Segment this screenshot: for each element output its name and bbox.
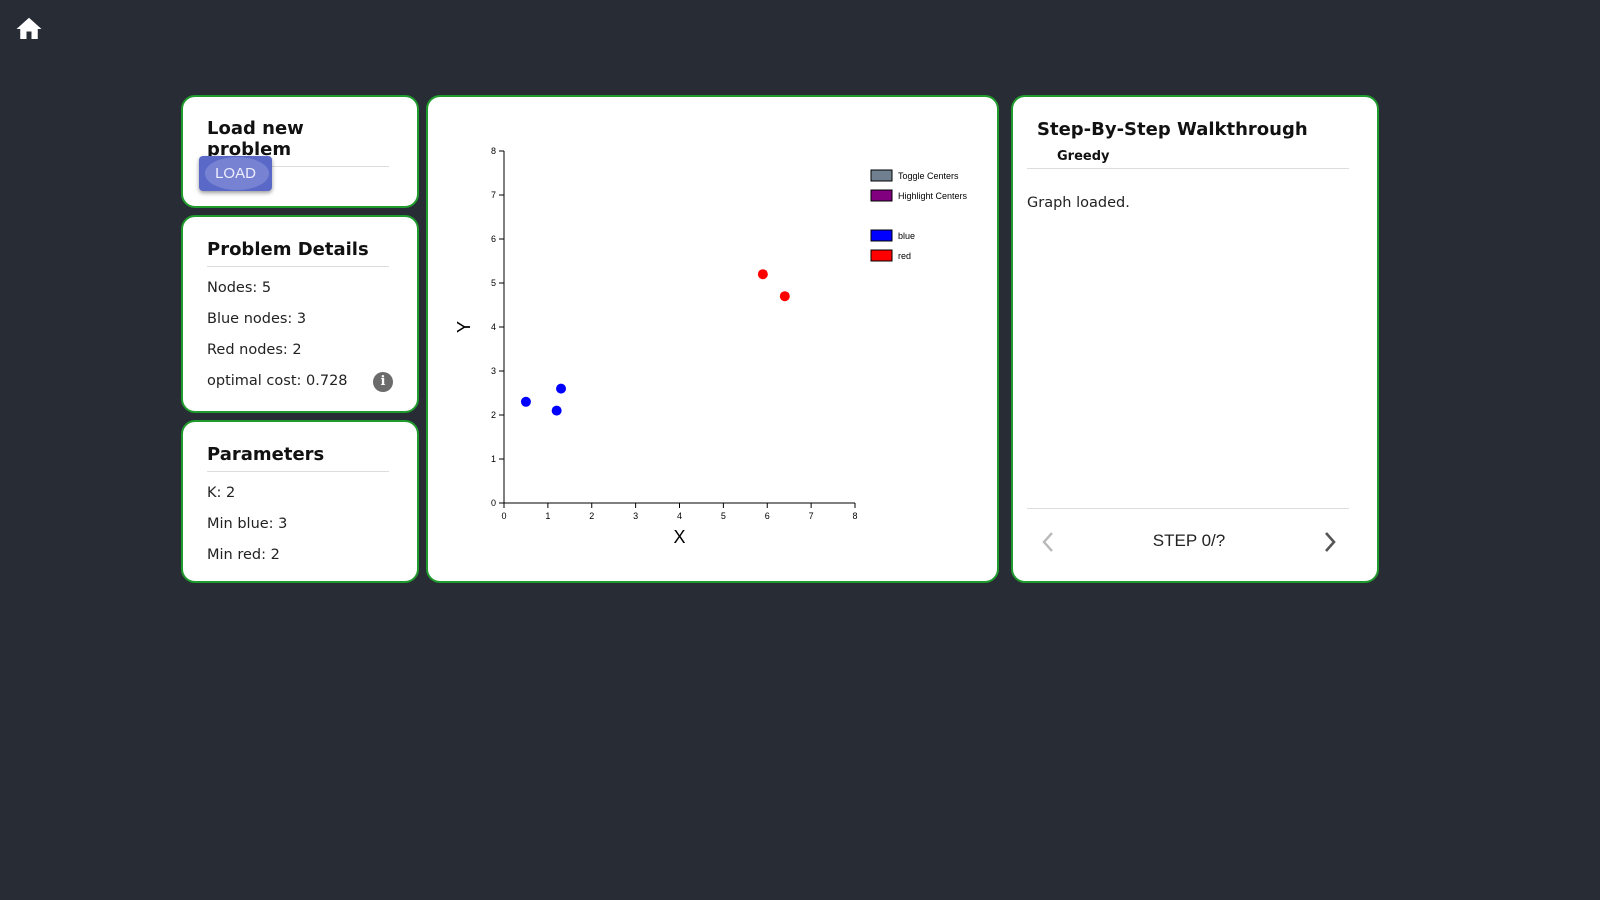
x-tick-label: 7 <box>809 511 814 521</box>
problem-details-title: Problem Details <box>207 239 389 267</box>
x-tick-label: 3 <box>633 511 638 521</box>
y-tick-label: 0 <box>491 498 496 508</box>
param-k: K: 2 <box>207 485 236 501</box>
walkthrough-title: Step-By-Step Walkthrough <box>1037 119 1308 140</box>
y-axis-label: Y <box>454 321 474 333</box>
legend-swatch <box>870 249 893 262</box>
blue-nodes-count: Blue nodes: 3 <box>207 311 307 327</box>
x-tick-label: 2 <box>589 511 594 521</box>
step-counter: STEP 0/? <box>1152 531 1226 550</box>
red-nodes-count: Red nodes: 2 <box>207 342 302 358</box>
x-tick-label: 5 <box>721 511 726 521</box>
legend-swatch <box>870 189 893 202</box>
button-ripple <box>205 157 269 190</box>
y-tick-label: 6 <box>491 234 496 244</box>
parameters-list: K: 2 Min blue: 3 Min red: 2 <box>207 478 397 571</box>
param-min-blue: Min blue: 3 <box>207 516 288 532</box>
scatter-chart: 0 1 2 3 4 5 6 7 8 0 1 2 3 4 5 6 7 8 X Y Toggle Centers Highli… <box>454 146 968 547</box>
chevron-right-icon[interactable] <box>1317 527 1343 557</box>
problem-details-card: Problem Details Nodes: 5 Blue nodes: 3 R… <box>181 215 419 413</box>
y-tick-label: 8 <box>491 146 496 156</box>
problem-details-list: Nodes: 5 Blue nodes: 3 Red nodes: 2 opti… <box>207 273 397 397</box>
x-tick-label: 8 <box>852 511 857 521</box>
blue-node <box>551 405 562 416</box>
load-button-label: LOAD <box>215 165 256 182</box>
x-tick-label: 1 <box>545 511 550 521</box>
legend-swatch <box>870 229 893 242</box>
red-node <box>779 291 790 302</box>
legend-label: blue <box>898 231 915 241</box>
chart-card: 0 1 2 3 4 5 6 7 8 0 1 2 3 4 5 6 7 8 X Y Toggle Centers Highli… <box>426 95 999 583</box>
y-tick-label: 2 <box>491 410 496 420</box>
param-min-red: Min red: 2 <box>207 547 280 563</box>
divider <box>1027 508 1349 509</box>
algorithm-name: Greedy <box>1057 149 1110 164</box>
optimal-cost-row: optimal cost: 0.728 i <box>207 366 397 397</box>
legend-label: Toggle Centers <box>898 171 959 181</box>
load-button[interactable]: LOAD <box>199 156 272 191</box>
walkthrough-status: Graph loaded. <box>1027 195 1130 211</box>
walkthrough-card: Step-By-Step Walkthrough Greedy Graph lo… <box>1011 95 1379 583</box>
load-problem-title: Load new problem <box>207 118 389 167</box>
blue-node <box>556 383 567 394</box>
x-tick-label: 6 <box>765 511 770 521</box>
x-tick-label: 4 <box>677 511 682 521</box>
x-axis-label: X <box>673 527 685 547</box>
y-tick-label: 1 <box>491 454 496 464</box>
y-tick-label: 7 <box>491 190 496 200</box>
nodes-count: Nodes: 5 <box>207 280 272 296</box>
parameters-card: Parameters K: 2 Min blue: 3 Min red: 2 <box>181 420 419 583</box>
y-tick-label: 4 <box>491 322 496 332</box>
red-node <box>757 269 768 280</box>
info-icon[interactable]: i <box>373 372 393 392</box>
y-tick-label: 3 <box>491 366 496 376</box>
divider <box>1027 168 1349 169</box>
y-tick-label: 5 <box>491 278 496 288</box>
home-icon[interactable] <box>14 14 44 44</box>
blue-node <box>520 396 531 407</box>
legend-label: red <box>898 251 911 261</box>
x-tick-label: 0 <box>501 511 506 521</box>
parameters-title: Parameters <box>207 444 389 472</box>
chevron-left-icon[interactable] <box>1035 527 1061 557</box>
optimal-cost: optimal cost: 0.728 <box>207 373 348 389</box>
legend-swatch <box>870 169 893 182</box>
legend-label: Highlight Centers <box>898 191 968 201</box>
load-problem-card: Load new problem LOAD <box>181 95 419 208</box>
